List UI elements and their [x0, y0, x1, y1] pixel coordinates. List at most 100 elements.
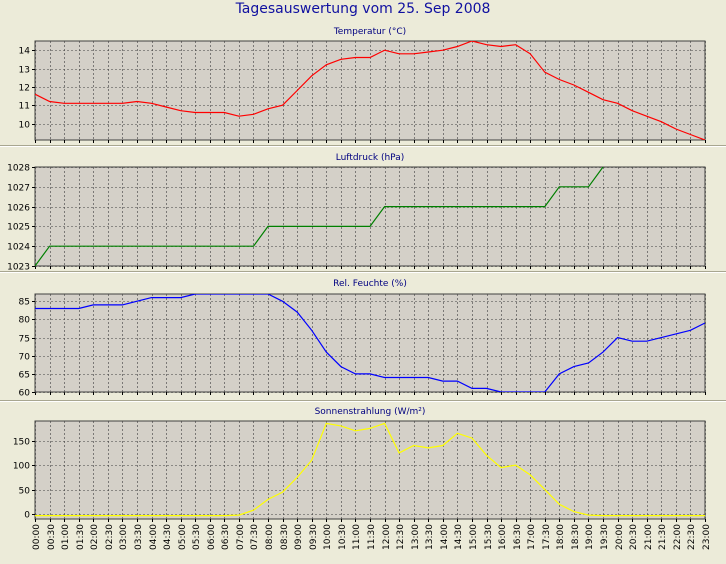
- x-tick-label: 00:00: [32, 524, 42, 550]
- chart-title: Luftdruck (hPa): [336, 153, 405, 163]
- data-point: [588, 362, 589, 363]
- data-point: [136, 101, 137, 102]
- y-tick-label: 65: [19, 371, 30, 381]
- data-point: [340, 425, 341, 426]
- x-tick-label: 22:00: [673, 524, 683, 550]
- data-point: [413, 377, 414, 378]
- x-tick-label: 16:30: [513, 524, 523, 550]
- data-point: [675, 128, 676, 129]
- data-point: [384, 206, 385, 207]
- data-point: [122, 304, 123, 305]
- x-tick-label: 03:00: [119, 524, 129, 550]
- data-point: [355, 373, 356, 374]
- data-point: [602, 515, 603, 516]
- plot-area: [34, 40, 706, 141]
- y-tick-label: 1026: [7, 204, 30, 214]
- data-point: [34, 515, 35, 516]
- data-point: [442, 445, 443, 446]
- data-point: [355, 430, 356, 431]
- data-point: [253, 510, 254, 511]
- data-point: [282, 492, 283, 493]
- data-point: [311, 460, 312, 461]
- x-tick-label: 07:30: [250, 524, 260, 550]
- data-point: [501, 467, 502, 468]
- y-tick-label: 14: [19, 47, 31, 57]
- data-point: [690, 134, 691, 135]
- y-tick-label: 50: [19, 487, 31, 497]
- data-point: [384, 377, 385, 378]
- chart-panel-3: Rel. Feuchte (%) 60 65 70 75 80 85: [19, 279, 706, 399]
- x-tick-label: 13:30: [425, 524, 435, 550]
- x-tick-label: 18:30: [571, 524, 581, 550]
- x-tick-label: 13:00: [411, 524, 421, 550]
- data-point: [224, 515, 225, 516]
- data-point: [704, 515, 705, 516]
- data-point: [428, 377, 429, 378]
- y-tick-label: 85: [19, 298, 30, 308]
- y-tick-label: 1025: [7, 223, 30, 233]
- data-point: [151, 297, 152, 298]
- data-point: [544, 72, 545, 73]
- x-tick-label: 02:00: [90, 524, 100, 550]
- data-point: [93, 103, 94, 104]
- data-point: [180, 297, 181, 298]
- data-point: [588, 515, 589, 516]
- x-tick-label: 19:30: [600, 524, 610, 550]
- data-point: [486, 388, 487, 389]
- data-point: [457, 46, 458, 47]
- y-tick-label: 60: [19, 389, 31, 399]
- data-point: [34, 94, 35, 95]
- x-tick-label: 04:00: [149, 524, 159, 550]
- data-point: [661, 121, 662, 122]
- data-point: [617, 103, 618, 104]
- y-tick-label: 1027: [7, 184, 30, 194]
- x-tick-label: 05:30: [192, 524, 202, 550]
- data-point: [501, 391, 502, 392]
- plot-area: [34, 420, 706, 520]
- data-point: [34, 308, 35, 309]
- data-point: [93, 304, 94, 305]
- data-point: [311, 75, 312, 76]
- data-point: [399, 377, 400, 378]
- data-point: [340, 366, 341, 367]
- plot-area: [34, 293, 706, 393]
- data-point: [588, 92, 589, 93]
- data-point: [238, 515, 239, 516]
- data-point: [64, 103, 65, 104]
- data-point: [471, 438, 472, 439]
- data-point: [544, 391, 545, 392]
- x-tick-label: 23:00: [702, 524, 712, 550]
- data-point: [486, 455, 487, 456]
- chart-panel-2: Luftdruck (hPa) 1023 1024 1025 1026 1027 1028: [7, 153, 706, 273]
- data-point: [442, 50, 443, 51]
- data-point: [602, 99, 603, 100]
- x-tick-label: 17:30: [542, 524, 552, 550]
- data-point: [501, 46, 502, 47]
- data-point: [573, 366, 574, 367]
- y-tick-label: 11: [19, 102, 30, 112]
- data-point: [253, 246, 254, 247]
- x-tick-label: 06:30: [221, 524, 231, 550]
- x-tick-label: 08:30: [280, 524, 290, 550]
- data-point: [49, 101, 50, 102]
- data-point: [413, 53, 414, 54]
- x-tick-label: 10:00: [323, 524, 333, 550]
- data-point: [267, 108, 268, 109]
- y-tick-label: 10: [19, 121, 31, 131]
- y-tick-label: 0: [24, 511, 30, 521]
- data-point: [428, 51, 429, 52]
- data-point: [530, 391, 531, 392]
- data-point: [209, 112, 210, 113]
- y-tick-label: 80: [19, 316, 31, 326]
- data-point: [632, 515, 633, 516]
- data-point: [297, 90, 298, 91]
- data-point: [326, 64, 327, 65]
- data-point: [559, 186, 560, 187]
- data-point: [704, 139, 705, 140]
- data-point: [224, 112, 225, 113]
- data-point: [369, 57, 370, 58]
- data-point: [355, 57, 356, 58]
- x-tick-label: 14:30: [454, 524, 464, 550]
- chart-panel-1: Temperatur (°C) 10 11 12 13 14: [19, 27, 706, 143]
